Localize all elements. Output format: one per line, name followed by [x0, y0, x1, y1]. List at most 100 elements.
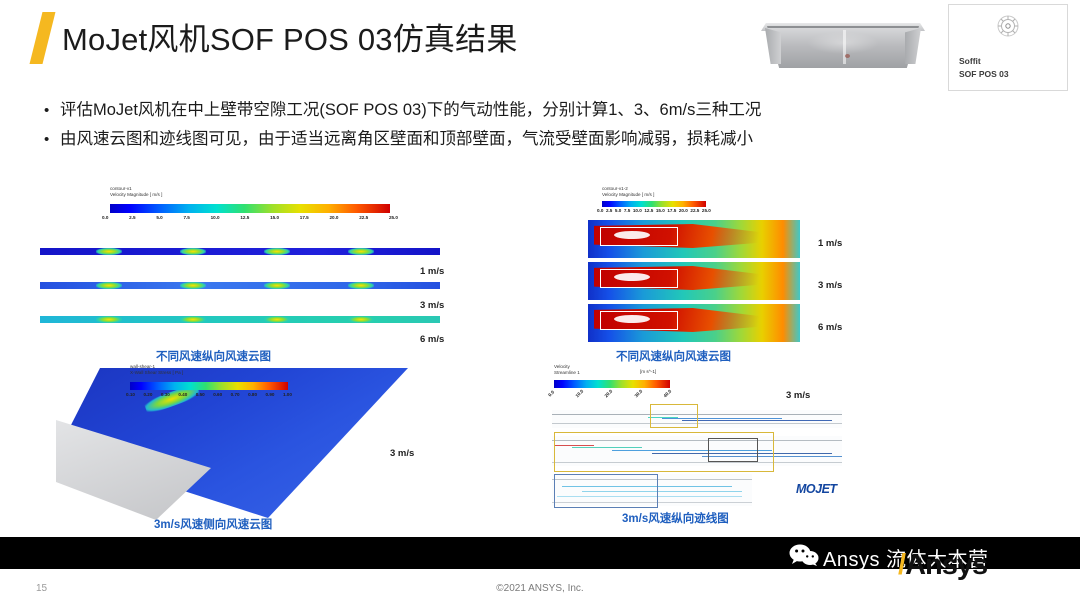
figd-colorbar-ticks: 0.0 10.0 20.0 30.0 40.0 — [547, 388, 673, 399]
contour-strip-3ms — [40, 282, 440, 289]
soffit-line-2: SOF POS 03 — [959, 69, 1009, 79]
tick: 0.0 — [547, 389, 556, 398]
tick: 12.5 — [644, 208, 654, 213]
figd-caption: 3m/s风速纵向迹线图 — [622, 513, 729, 525]
tick: 17.5 — [667, 208, 677, 213]
hood-center-seam — [843, 30, 846, 64]
tick: 5.0 — [614, 208, 622, 213]
figb-speed-label-1: 1 m/s — [818, 238, 843, 249]
tick: 40.0 — [662, 388, 673, 399]
ansys-watermark: /Ansys — [898, 549, 988, 582]
tick: 7.5 — [183, 215, 190, 220]
figa-legend-quantity: Velocity Magnitude [ m/s ] — [110, 192, 163, 197]
bullet-item: • 由风速云图和迹线图可见，由于适当远离角区壁面和顶部壁面，气流受壁面影响减弱，… — [44, 125, 1044, 154]
streamline-highlight-box-4 — [554, 474, 658, 508]
figure-longitudinal-contour-right: contour-v1-2 Velocity Magnitude [ m/s ] … — [588, 186, 878, 364]
tick: 25.0 — [388, 215, 398, 220]
figa-caption: 不同风速纵向风速云图 — [156, 351, 271, 363]
figd-colorbar — [554, 380, 670, 388]
streamline-highlight-box-2 — [554, 432, 774, 472]
figd-legend-name: Velocity — [554, 364, 570, 369]
soffit-card-label: Soffit SOF POS 03 — [959, 55, 1009, 81]
ansys-watermark-text: Ansys — [905, 549, 988, 581]
streamline-panel-middle — [552, 436, 842, 466]
wechat-icon — [789, 544, 819, 571]
title-accent-bar — [29, 12, 56, 64]
figb-speed-label-3: 6 m/s — [818, 322, 843, 333]
cross-section-3ms — [588, 262, 800, 300]
tick: 0.40 — [178, 392, 188, 397]
footer-black-band — [0, 537, 1080, 569]
figb-colorbar-ticks: 0.0 2.5 5.0 7.5 10.0 12.5 15.0 17.5 20.0… — [597, 208, 711, 213]
tick: 10.0 — [632, 208, 642, 213]
tick: 15.0 — [270, 215, 280, 220]
streamline-panel-bottom — [552, 474, 752, 506]
bullet-text: 由风速云图和迹线图可见，由于适当远离角区壁面和顶部壁面，气流受壁面影响减弱，损耗… — [60, 130, 753, 148]
tick: 25.0 — [701, 208, 711, 213]
streamline-highlight-box-1 — [650, 404, 698, 428]
hood-marker-dot — [845, 54, 850, 58]
figa-legend-name: contour-v1 — [110, 186, 132, 191]
page-number: 15 — [36, 583, 48, 594]
figc-caption: 3m/s风速侧向风速云图 — [154, 519, 273, 531]
hood-right-lip — [905, 28, 921, 64]
soffit-config-card: Soffit SOF POS 03 — [948, 4, 1068, 91]
figb-legend-name: contour-v1-2 — [602, 186, 628, 191]
figc-colorbar-ticks: 0.10 0.20 0.30 0.40 0.50 0.60 0.70 0.80 … — [126, 392, 292, 397]
tick: 0.0 — [102, 215, 109, 220]
tick: 20.0 — [603, 388, 614, 399]
tick: 0.80 — [248, 392, 258, 397]
tick: 17.5 — [299, 215, 309, 220]
tick: 2.5 — [605, 208, 613, 213]
tick: 5.0 — [156, 215, 163, 220]
figc-speed-label: 3 m/s — [390, 448, 415, 459]
tick: 20.0 — [678, 208, 688, 213]
tick: 0.10 — [126, 392, 135, 397]
tick: 0.0 — [597, 208, 604, 213]
tick: 0.70 — [230, 392, 240, 397]
figb-caption: 不同风速纵向风速云图 — [616, 351, 731, 363]
ansys-slash-icon: / — [898, 549, 906, 581]
figure-longitudinal-contour-left: contour-v1 Velocity Magnitude [ m/s ] 0.… — [40, 186, 480, 363]
tick: 0.30 — [160, 392, 170, 397]
tick: 7.5 — [623, 208, 631, 213]
copyright-text: ©2021 ANSYS, Inc. — [496, 583, 584, 594]
bullet-list: • 评估MoJet风机在中上壁带空隙工况(SOF POS 03)下的气动性能，分… — [44, 96, 1044, 154]
fan-icon — [995, 13, 1021, 44]
figure-wall-shear-side: wall-shear-1 X-Wall Shear Stress [ Pa ] … — [48, 360, 438, 531]
figd-legend-unit: [m s^-1] — [640, 369, 657, 374]
bullet-marker: • — [44, 131, 50, 148]
brand-text: Ansys 流体大本营 — [823, 549, 989, 571]
tick: 10.0 — [574, 388, 585, 399]
tick: 15.0 — [655, 208, 665, 213]
cross-section-1ms — [588, 220, 800, 258]
figa-speed-label-1: 1 m/s — [420, 266, 445, 277]
figc-legend-name: wall-shear-1 — [130, 364, 156, 369]
figc-legend-quantity: X-Wall Shear Stress [ Pa ] — [130, 370, 184, 375]
figa-colorbar — [110, 204, 390, 213]
figa-colorbar-ticks: 0.0 2.5 5.0 7.5 10.0 12.5 15.0 17.5 20.0… — [102, 215, 398, 220]
figure-streamlines: Velocity Streamline 1 [m s^-1] 0.0 10.0 … — [540, 364, 900, 529]
figc-colorbar — [130, 382, 288, 390]
tick: 10.0 — [210, 215, 220, 220]
tick: 12.5 — [240, 215, 250, 220]
figb-speed-label-2: 3 m/s — [818, 280, 843, 291]
range-hood-render — [757, 14, 929, 76]
tick: 0.90 — [265, 392, 275, 397]
tick: 1.00 — [282, 392, 292, 397]
soffit-line-1: Soffit — [959, 56, 981, 66]
tick: 30.0 — [633, 388, 644, 399]
contour-strip-6ms — [40, 316, 440, 323]
page-title: MoJet风机SOF POS 03仿真结果 — [62, 22, 518, 57]
mojet-logo: MOJET — [796, 482, 837, 496]
tick: 0.60 — [213, 392, 223, 397]
tick: 20.0 — [329, 215, 339, 220]
tick: 0.50 — [195, 392, 205, 397]
figd-speed-label: 3 m/s — [786, 390, 811, 401]
tick: 22.5 — [690, 208, 700, 213]
streamline-highlight-box-3 — [708, 438, 758, 462]
bullet-text: 评估MoJet风机在中上壁带空隙工况(SOF POS 03)下的气动性能，分别计… — [60, 101, 762, 119]
tick: 2.5 — [129, 215, 136, 220]
hood-left-lip — [765, 28, 781, 64]
